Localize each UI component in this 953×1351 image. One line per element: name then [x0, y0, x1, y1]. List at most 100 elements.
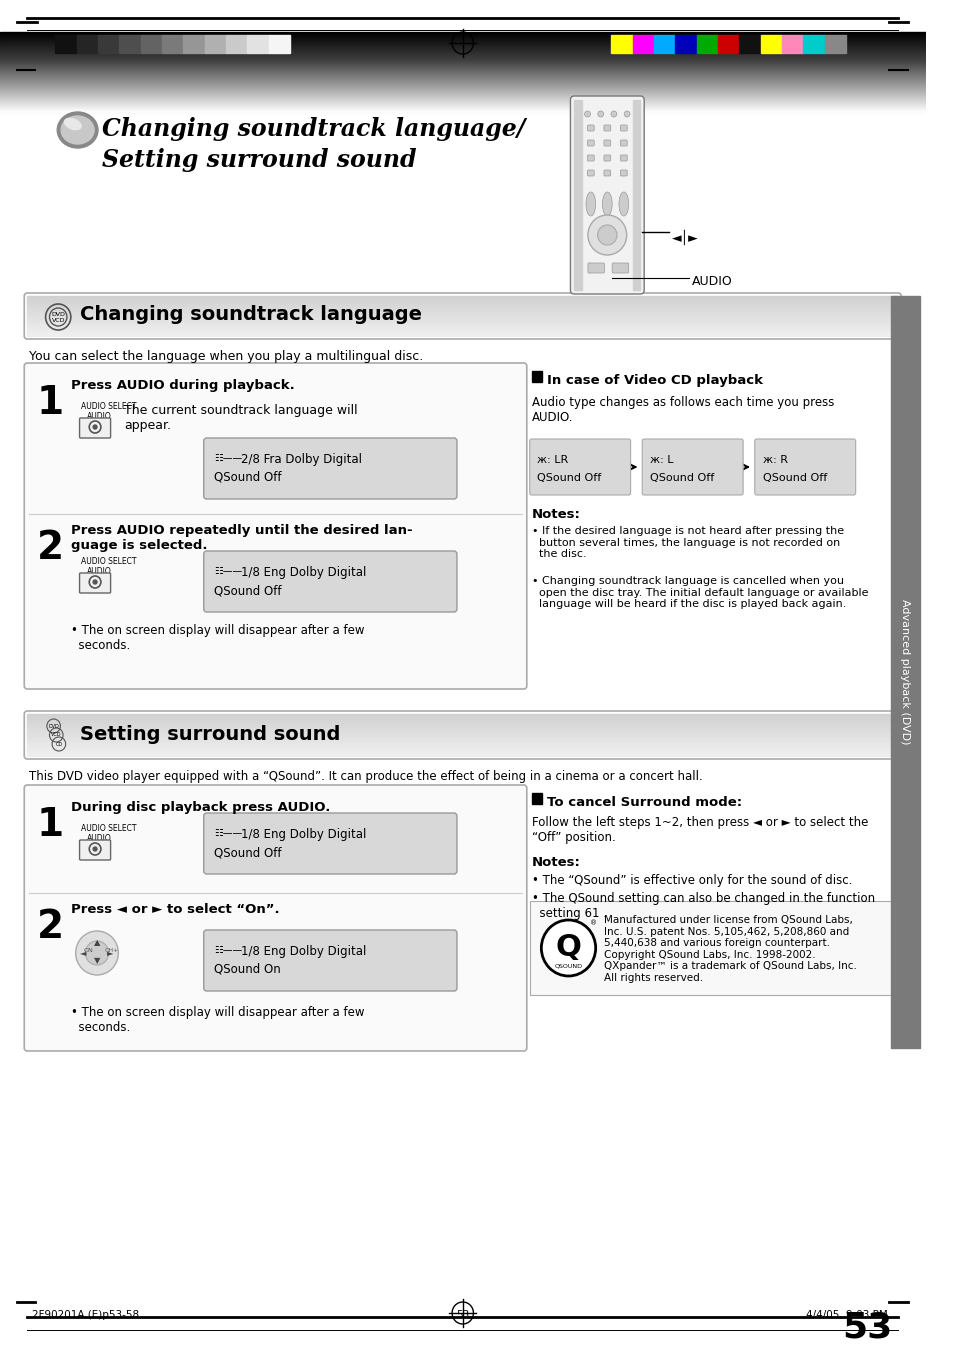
- Text: QSound Off: QSound Off: [214, 584, 281, 597]
- Bar: [0, 41, 924, 42]
- FancyBboxPatch shape: [204, 929, 456, 992]
- Bar: [0, 41, 924, 42]
- Text: ж: L: ж: L: [649, 455, 673, 465]
- Bar: [0, 99, 924, 100]
- Bar: [0, 38, 924, 39]
- Text: • Changing soundtrack language is cancelled when you
  open the disc tray. The i: • Changing soundtrack language is cancel…: [531, 576, 867, 609]
- Bar: [27, 317, 898, 320]
- Bar: [0, 95, 924, 96]
- Text: QSound On: QSound On: [214, 963, 281, 975]
- Ellipse shape: [618, 192, 628, 216]
- Bar: [823, 35, 845, 53]
- Text: • If the desired language is not heard after pressing the
  button several times: • If the desired language is not heard a…: [531, 526, 842, 559]
- Text: • The QSound setting can also be changed in the function
  setting 61 .: • The QSound setting can also be changed…: [531, 892, 874, 920]
- Bar: [205, 35, 226, 53]
- Bar: [0, 77, 924, 78]
- Bar: [696, 35, 718, 53]
- Text: ◄│►: ◄│►: [672, 230, 699, 246]
- Text: Notes:: Notes:: [531, 857, 580, 869]
- FancyBboxPatch shape: [619, 155, 626, 161]
- Bar: [0, 54, 924, 55]
- Bar: [27, 717, 898, 720]
- Bar: [183, 35, 205, 53]
- Bar: [27, 305, 898, 308]
- Circle shape: [623, 111, 629, 118]
- Bar: [0, 68, 924, 69]
- Bar: [0, 32, 924, 34]
- FancyBboxPatch shape: [619, 126, 626, 131]
- Bar: [0, 95, 924, 96]
- Ellipse shape: [64, 119, 81, 130]
- FancyBboxPatch shape: [587, 126, 594, 131]
- Ellipse shape: [585, 192, 595, 216]
- Bar: [0, 85, 924, 86]
- Ellipse shape: [602, 192, 612, 216]
- Bar: [27, 713, 898, 716]
- Bar: [632, 100, 639, 290]
- Bar: [119, 35, 140, 53]
- Bar: [27, 322, 898, 324]
- Text: Press AUDIO repeatedly until the desired lan-
guage is selected.: Press AUDIO repeatedly until the desired…: [71, 524, 412, 553]
- Bar: [0, 43, 924, 45]
- FancyBboxPatch shape: [24, 363, 526, 689]
- Bar: [27, 750, 898, 751]
- Text: Press ◄ or ► to select “On”.: Press ◄ or ► to select “On”.: [71, 902, 279, 916]
- Bar: [27, 319, 898, 322]
- Text: 1/8 Eng Dolby Digital: 1/8 Eng Dolby Digital: [240, 944, 366, 958]
- Bar: [27, 316, 898, 317]
- Text: Advanced playback (DVD): Advanced playback (DVD): [900, 600, 909, 744]
- Circle shape: [93, 580, 97, 584]
- Circle shape: [587, 215, 626, 255]
- FancyBboxPatch shape: [79, 840, 111, 861]
- Bar: [0, 105, 924, 108]
- Bar: [27, 301, 898, 304]
- Text: ON: ON: [83, 948, 93, 954]
- Text: QSound Off: QSound Off: [761, 473, 826, 484]
- Bar: [531, 372, 541, 382]
- Text: Changing soundtrack language: Changing soundtrack language: [79, 305, 421, 324]
- Bar: [27, 334, 898, 336]
- Text: 53: 53: [456, 1310, 469, 1320]
- Bar: [27, 728, 898, 731]
- Text: QSound Off: QSound Off: [649, 473, 714, 484]
- Text: Setting surround sound: Setting surround sound: [102, 149, 416, 172]
- Bar: [0, 91, 924, 92]
- Text: 4/4/05, 9:03 PM: 4/4/05, 9:03 PM: [805, 1310, 886, 1320]
- Bar: [0, 59, 924, 62]
- Bar: [27, 725, 898, 728]
- Text: 53: 53: [841, 1310, 892, 1346]
- Bar: [0, 105, 924, 107]
- Bar: [27, 309, 898, 312]
- Bar: [0, 61, 924, 62]
- Bar: [27, 743, 898, 746]
- Bar: [0, 39, 924, 41]
- Text: ☷——: ☷——: [214, 566, 242, 576]
- FancyBboxPatch shape: [204, 438, 456, 499]
- Text: VCD: VCD: [51, 732, 61, 738]
- Text: DVD: DVD: [49, 724, 59, 728]
- Text: ☷——: ☷——: [214, 944, 242, 955]
- Text: Audio type changes as follows each time you press
AUDIO.: Audio type changes as follows each time …: [531, 396, 833, 424]
- Bar: [27, 754, 898, 757]
- Bar: [27, 740, 898, 743]
- Circle shape: [584, 111, 590, 118]
- Bar: [0, 59, 924, 61]
- Bar: [0, 49, 924, 50]
- Text: 1: 1: [37, 807, 64, 844]
- Bar: [0, 104, 924, 105]
- FancyBboxPatch shape: [641, 439, 742, 494]
- Text: DVD: DVD: [51, 312, 65, 316]
- Bar: [0, 111, 924, 112]
- Text: QSOUND: QSOUND: [554, 963, 582, 969]
- FancyBboxPatch shape: [587, 170, 594, 176]
- Bar: [890, 296, 919, 1048]
- Text: Q: Q: [555, 934, 580, 962]
- Bar: [0, 108, 924, 109]
- Bar: [0, 65, 924, 66]
- Bar: [27, 731, 898, 732]
- Bar: [0, 55, 924, 57]
- Bar: [0, 80, 924, 81]
- Bar: [0, 51, 924, 53]
- Bar: [0, 99, 924, 100]
- FancyBboxPatch shape: [619, 170, 626, 176]
